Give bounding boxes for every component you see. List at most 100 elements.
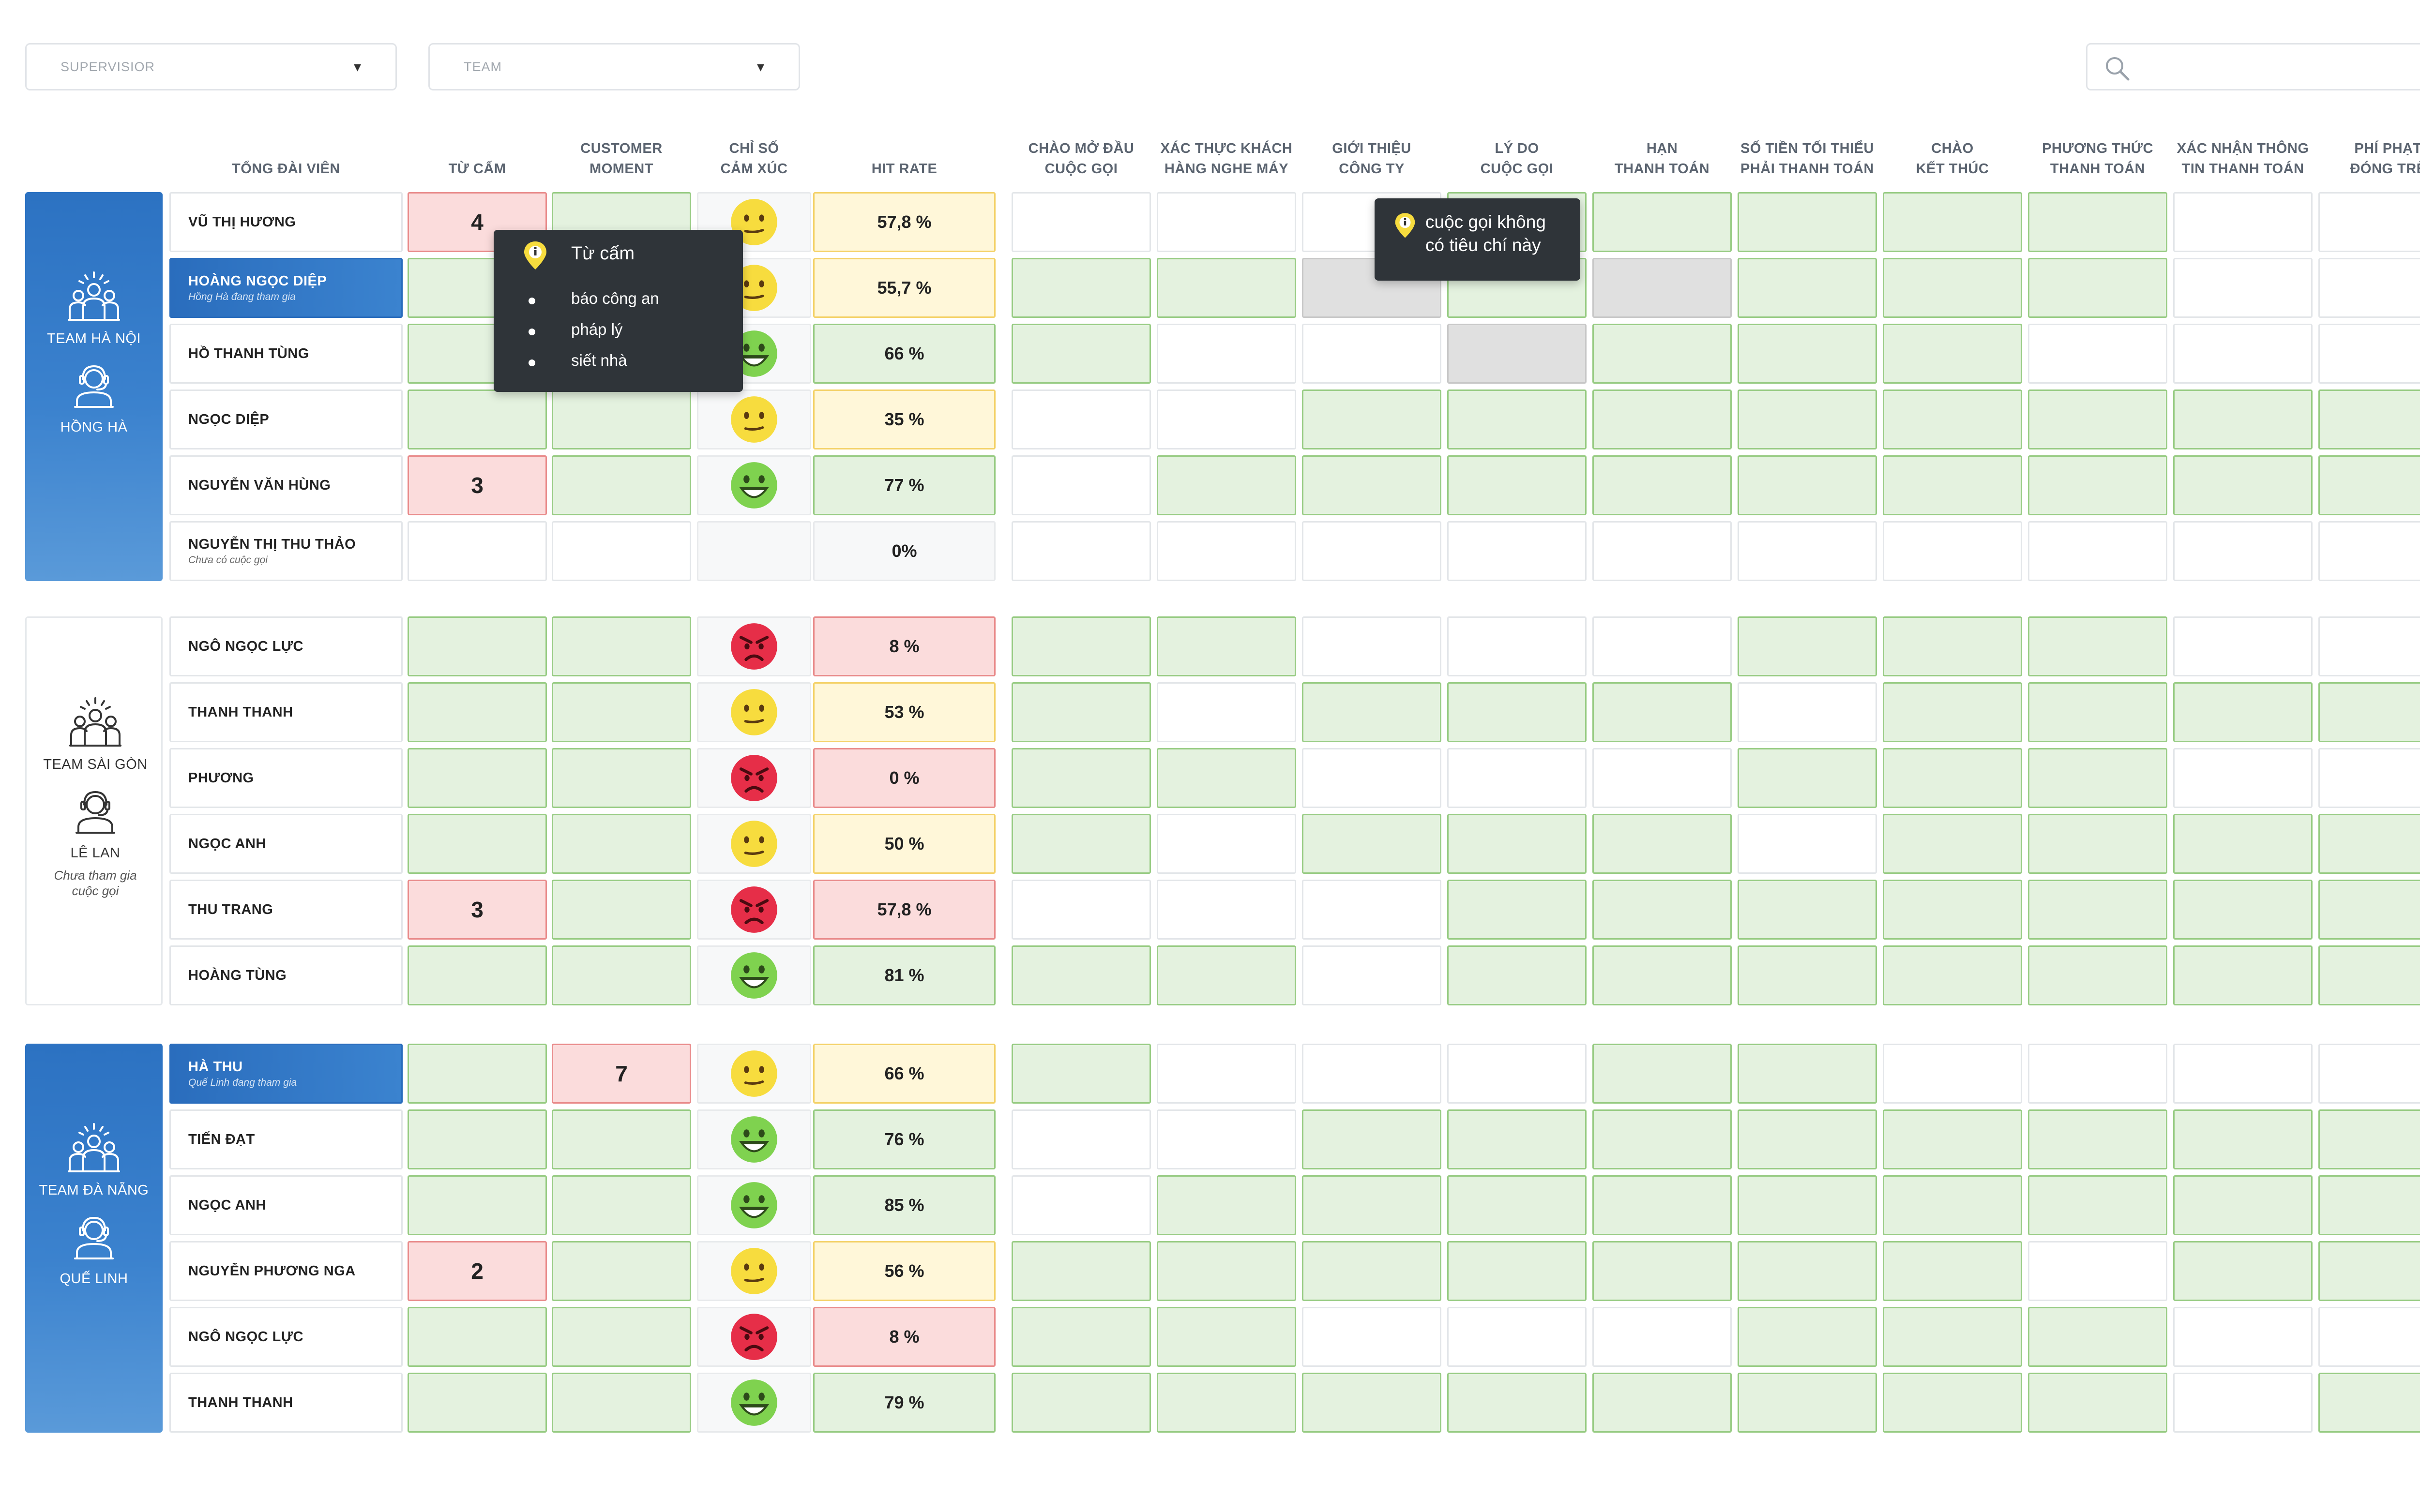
criteria-cell[interactable] bbox=[1883, 192, 2022, 252]
column-header[interactable]: TỔNG ĐÀI VIÊN bbox=[169, 126, 403, 179]
criteria-cell[interactable] bbox=[1012, 1241, 1151, 1301]
criteria-cell[interactable] bbox=[1592, 1373, 1732, 1433]
criteria-cell[interactable] bbox=[1012, 682, 1151, 742]
criteria-cell[interactable] bbox=[1447, 814, 1587, 874]
criteria-cell[interactable] bbox=[2173, 1373, 2313, 1433]
criteria-cell[interactable] bbox=[1302, 1373, 1441, 1433]
column-header[interactable]: XÁC THỰC KHÁCH HÀNG NGHE MÁY bbox=[1157, 126, 1296, 179]
team-panel[interactable]: TEAM HÀ NỘI HỒNG HÀ bbox=[25, 192, 163, 581]
customer-moment-cell[interactable] bbox=[552, 455, 691, 515]
hit-rate-cell[interactable]: 8 % bbox=[813, 616, 996, 676]
agent-name-cell[interactable]: THANH THANH bbox=[169, 1373, 403, 1433]
hit-rate-cell[interactable]: 76 % bbox=[813, 1109, 996, 1169]
criteria-cell[interactable] bbox=[2028, 1241, 2167, 1301]
criteria-cell[interactable] bbox=[2318, 258, 2420, 318]
criteria-cell[interactable] bbox=[1883, 455, 2022, 515]
emotion-cell[interactable] bbox=[697, 1175, 811, 1235]
criteria-cell[interactable] bbox=[1883, 258, 2022, 318]
criteria-cell[interactable] bbox=[1738, 616, 1877, 676]
hit-rate-cell[interactable]: 77 % bbox=[813, 455, 996, 515]
criteria-cell[interactable] bbox=[1302, 945, 1441, 1005]
customer-moment-cell[interactable] bbox=[552, 389, 691, 449]
column-header[interactable]: CUSTOMER MOMENT bbox=[552, 126, 691, 179]
emotion-cell[interactable] bbox=[697, 1373, 811, 1433]
criteria-cell[interactable] bbox=[1157, 389, 1296, 449]
criteria-cell[interactable] bbox=[2028, 1109, 2167, 1169]
customer-moment-cell[interactable] bbox=[552, 945, 691, 1005]
criteria-cell[interactable] bbox=[1012, 389, 1151, 449]
criteria-cell[interactable] bbox=[1302, 880, 1441, 940]
criteria-cell[interactable] bbox=[1302, 389, 1441, 449]
criteria-cell[interactable] bbox=[1592, 1044, 1732, 1104]
criteria-cell[interactable] bbox=[1302, 616, 1441, 676]
criteria-cell[interactable] bbox=[1157, 880, 1296, 940]
customer-moment-cell[interactable] bbox=[552, 521, 691, 581]
criteria-cell[interactable] bbox=[1012, 324, 1151, 384]
criteria-cell[interactable] bbox=[2318, 748, 2420, 808]
criteria-cell[interactable] bbox=[2173, 880, 2313, 940]
criteria-cell[interactable] bbox=[1883, 880, 2022, 940]
banned-words-cell[interactable] bbox=[408, 1307, 547, 1367]
criteria-cell[interactable] bbox=[1157, 1373, 1296, 1433]
criteria-cell[interactable] bbox=[2028, 324, 2167, 384]
criteria-cell[interactable] bbox=[1012, 192, 1151, 252]
emotion-cell[interactable] bbox=[697, 1044, 811, 1104]
criteria-cell[interactable] bbox=[2318, 1109, 2420, 1169]
criteria-cell[interactable] bbox=[1302, 748, 1441, 808]
criteria-cell[interactable] bbox=[1157, 1109, 1296, 1169]
criteria-cell[interactable] bbox=[1447, 324, 1587, 384]
team-dropdown[interactable]: TEAM ▾ bbox=[428, 43, 800, 90]
criteria-cell[interactable] bbox=[1447, 389, 1587, 449]
criteria-cell[interactable] bbox=[1157, 1175, 1296, 1235]
agent-name-cell[interactable]: VŨ THỊ HƯƠNG bbox=[169, 192, 403, 252]
criteria-cell[interactable] bbox=[1738, 1241, 1877, 1301]
criteria-cell[interactable] bbox=[1157, 455, 1296, 515]
banned-words-cell[interactable] bbox=[408, 945, 547, 1005]
criteria-cell[interactable] bbox=[1302, 1175, 1441, 1235]
criteria-cell[interactable] bbox=[1157, 1241, 1296, 1301]
agent-name-cell[interactable]: HOÀNG NGỌC DIỆP Hồng Hà đang tham gia bbox=[169, 258, 403, 318]
criteria-cell[interactable] bbox=[1157, 1307, 1296, 1367]
criteria-cell[interactable] bbox=[2318, 455, 2420, 515]
criteria-cell[interactable] bbox=[1883, 748, 2022, 808]
criteria-cell[interactable] bbox=[1592, 682, 1732, 742]
customer-moment-cell[interactable] bbox=[552, 1241, 691, 1301]
criteria-cell[interactable] bbox=[1447, 748, 1587, 808]
supervisor-dropdown[interactable]: SUPERVISIOR ▾ bbox=[25, 43, 397, 90]
criteria-cell[interactable] bbox=[1592, 389, 1732, 449]
criteria-cell[interactable] bbox=[1302, 1044, 1441, 1104]
column-header[interactable]: HIT RATE bbox=[813, 126, 996, 179]
agent-name-cell[interactable]: NGỌC DIỆP bbox=[169, 389, 403, 449]
emotion-cell[interactable] bbox=[697, 521, 811, 581]
hit-rate-cell[interactable]: 57,8 % bbox=[813, 880, 996, 940]
criteria-cell[interactable] bbox=[2173, 682, 2313, 742]
criteria-cell[interactable] bbox=[2318, 682, 2420, 742]
column-header[interactable]: GIỚI THIỆU CÔNG TY bbox=[1302, 126, 1441, 179]
criteria-cell[interactable] bbox=[1012, 814, 1151, 874]
criteria-cell[interactable] bbox=[1592, 521, 1732, 581]
hit-rate-cell[interactable]: 81 % bbox=[813, 945, 996, 1005]
criteria-cell[interactable] bbox=[1883, 682, 2022, 742]
column-header[interactable]: PHÍ PHẠT ĐÓNG TRỄ bbox=[2318, 126, 2420, 179]
hit-rate-cell[interactable]: 57,8 % bbox=[813, 192, 996, 252]
criteria-cell[interactable] bbox=[1157, 258, 1296, 318]
search-icon[interactable] bbox=[2104, 55, 2130, 81]
criteria-cell[interactable] bbox=[1883, 616, 2022, 676]
criteria-cell[interactable] bbox=[2028, 945, 2167, 1005]
criteria-cell[interactable] bbox=[1157, 1044, 1296, 1104]
criteria-cell[interactable] bbox=[1592, 192, 1732, 252]
emotion-cell[interactable] bbox=[697, 1307, 811, 1367]
customer-moment-cell[interactable] bbox=[552, 1109, 691, 1169]
criteria-cell[interactable] bbox=[1883, 814, 2022, 874]
banned-words-cell[interactable]: 2 bbox=[408, 1241, 547, 1301]
criteria-cell[interactable] bbox=[1738, 1373, 1877, 1433]
criteria-cell[interactable] bbox=[1157, 616, 1296, 676]
criteria-cell[interactable] bbox=[1157, 682, 1296, 742]
hit-rate-cell[interactable]: 0 % bbox=[813, 748, 996, 808]
criteria-cell[interactable] bbox=[1302, 521, 1441, 581]
criteria-cell[interactable] bbox=[1738, 1307, 1877, 1367]
banned-words-cell[interactable]: 3 bbox=[408, 455, 547, 515]
criteria-cell[interactable] bbox=[1012, 748, 1151, 808]
column-header[interactable]: CHÀO KẾT THÚC bbox=[1883, 126, 2022, 179]
criteria-cell[interactable] bbox=[2318, 880, 2420, 940]
